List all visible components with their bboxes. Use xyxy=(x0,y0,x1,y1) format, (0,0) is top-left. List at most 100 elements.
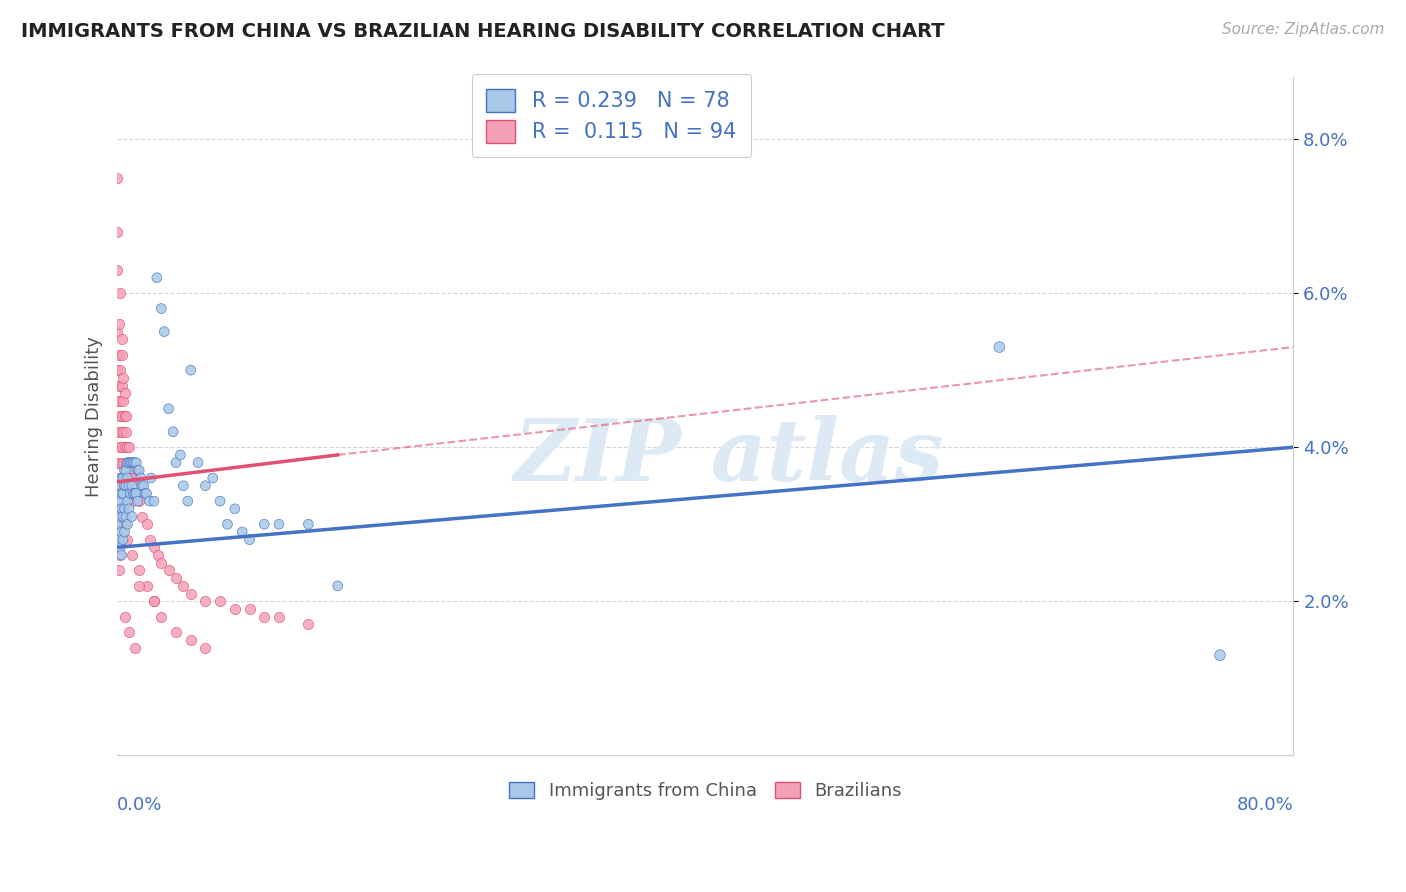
Point xyxy=(107,440,129,454)
Point xyxy=(114,609,136,624)
Point xyxy=(139,471,162,485)
Point xyxy=(114,479,136,493)
Point xyxy=(110,440,132,454)
Point xyxy=(121,463,143,477)
Point xyxy=(224,501,246,516)
Point xyxy=(297,617,319,632)
Point xyxy=(114,409,136,424)
Point xyxy=(108,517,131,532)
Point xyxy=(231,524,253,539)
Point xyxy=(326,579,349,593)
Point xyxy=(267,517,290,532)
Point xyxy=(105,394,128,409)
Point xyxy=(209,494,232,508)
Point xyxy=(125,486,148,500)
Point xyxy=(172,579,194,593)
Point xyxy=(165,571,187,585)
Point xyxy=(177,494,200,508)
Point xyxy=(115,409,138,424)
Point xyxy=(110,486,132,500)
Point xyxy=(124,486,146,500)
Point xyxy=(118,456,141,470)
Y-axis label: Hearing Disability: Hearing Disability xyxy=(86,336,103,497)
Text: Source: ZipAtlas.com: Source: ZipAtlas.com xyxy=(1222,22,1385,37)
Point xyxy=(127,463,149,477)
Point xyxy=(209,594,232,608)
Point xyxy=(118,456,141,470)
Point xyxy=(172,479,194,493)
Point xyxy=(107,317,129,331)
Point xyxy=(146,270,169,285)
Point xyxy=(110,348,132,362)
Point xyxy=(108,479,131,493)
Point xyxy=(238,533,260,547)
Point xyxy=(110,548,132,562)
Point xyxy=(128,564,150,578)
Point xyxy=(157,401,180,416)
Point xyxy=(122,456,145,470)
Point xyxy=(112,486,135,500)
Point xyxy=(117,471,139,485)
Point xyxy=(117,440,139,454)
Point xyxy=(112,509,135,524)
Point xyxy=(121,494,143,508)
Text: IMMIGRANTS FROM CHINA VS BRAZILIAN HEARING DISABILITY CORRELATION CHART: IMMIGRANTS FROM CHINA VS BRAZILIAN HEARI… xyxy=(21,22,945,41)
Point xyxy=(108,541,131,555)
Text: 0.0%: 0.0% xyxy=(117,796,163,814)
Point xyxy=(107,501,129,516)
Point xyxy=(150,301,173,316)
Point xyxy=(124,640,146,655)
Point xyxy=(107,501,129,516)
Point xyxy=(107,564,129,578)
Point xyxy=(135,579,157,593)
Point xyxy=(112,371,135,385)
Point xyxy=(115,456,138,470)
Point xyxy=(180,586,202,600)
Point xyxy=(107,471,129,485)
Point xyxy=(112,425,135,439)
Point xyxy=(117,494,139,508)
Point xyxy=(117,533,139,547)
Point xyxy=(107,533,129,547)
Point xyxy=(187,456,209,470)
Point xyxy=(105,456,128,470)
Point xyxy=(114,386,136,401)
Point xyxy=(125,456,148,470)
Point xyxy=(107,378,129,392)
Point xyxy=(142,594,165,608)
Point xyxy=(127,494,149,508)
Point xyxy=(110,501,132,516)
Point xyxy=(108,509,131,524)
Point xyxy=(121,548,143,562)
Point xyxy=(117,517,139,532)
Point xyxy=(112,533,135,547)
Point xyxy=(112,471,135,485)
Point xyxy=(110,501,132,516)
Point xyxy=(128,494,150,508)
Point xyxy=(107,348,129,362)
Point xyxy=(157,564,180,578)
Point xyxy=(125,486,148,500)
Point xyxy=(142,594,165,608)
Point xyxy=(118,479,141,493)
Point xyxy=(180,632,202,647)
Point xyxy=(108,548,131,562)
Point xyxy=(115,509,138,524)
Point xyxy=(107,409,129,424)
Point xyxy=(110,409,132,424)
Point xyxy=(150,556,173,570)
Point xyxy=(253,517,276,532)
Point xyxy=(267,609,290,624)
Point xyxy=(135,517,157,532)
Point xyxy=(142,541,165,555)
Point xyxy=(108,494,131,508)
Point xyxy=(194,594,217,608)
Point xyxy=(105,325,128,339)
Point xyxy=(114,440,136,454)
Point xyxy=(121,456,143,470)
Point xyxy=(110,332,132,346)
Point xyxy=(114,517,136,532)
Point xyxy=(120,456,142,470)
Point xyxy=(114,471,136,485)
Point xyxy=(105,225,128,239)
